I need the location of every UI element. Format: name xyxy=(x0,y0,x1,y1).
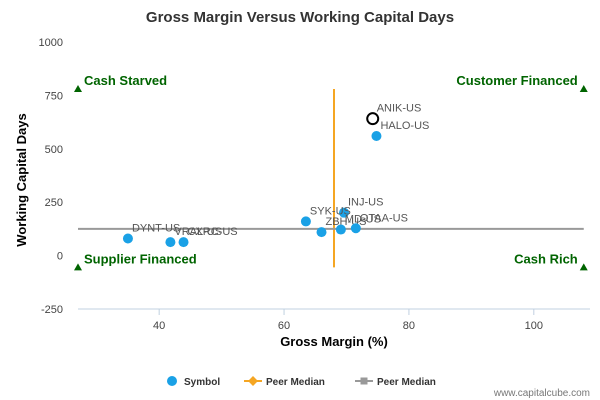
data-point-label: VRAL-US xyxy=(174,226,222,238)
legend-item-peer-median-x[interactable]: Peer Median xyxy=(244,376,325,388)
x-tick-label: 40 xyxy=(153,320,165,332)
data-point-label: HALO-US xyxy=(380,120,429,132)
data-point xyxy=(371,130,382,141)
quadrant-triangle-marker xyxy=(74,84,82,92)
x-tick-label: 60 xyxy=(278,320,290,332)
data-point-label: CXRC-US xyxy=(188,226,238,238)
data-point xyxy=(316,227,327,238)
x-axis-title: Gross Margin (%) xyxy=(280,334,388,349)
y-tick-label: 500 xyxy=(45,144,63,156)
quadrant-label: Supplier Financed xyxy=(84,251,197,266)
y-tick-label: 1000 xyxy=(39,37,63,49)
y-tick-label: 0 xyxy=(57,251,63,263)
legend-item-peer-median-y[interactable]: Peer Median xyxy=(355,377,436,388)
data-point xyxy=(300,216,311,227)
y-tick-label: 750 xyxy=(45,90,63,102)
legend-diamond-icon xyxy=(248,376,258,386)
data-point-label: SYK-US xyxy=(310,205,351,217)
quadrant-triangle-marker xyxy=(579,263,588,271)
x-axis-ticks: 40 60 80 100 xyxy=(153,309,543,332)
data-points: ANIK-USHALO-USINJ-USSYK-USZBH-USMD-USOTA… xyxy=(122,103,429,248)
data-point xyxy=(335,224,346,235)
legend-item-symbol[interactable]: Symbol xyxy=(167,376,220,388)
quadrant-label: Customer Financed xyxy=(456,73,577,88)
legend-label-peer-median-2: Peer Median xyxy=(377,377,436,388)
legend-label-symbol: Symbol xyxy=(184,377,220,388)
data-point-label: MD-US xyxy=(345,214,381,226)
quadrant-triangle-marker xyxy=(74,263,82,271)
data-point-label: OTAA-US xyxy=(360,212,408,224)
chart-title: Gross Margin Versus Working Capital Days xyxy=(146,9,454,26)
y-axis-ticks: -250 0 250 500 750 1000 xyxy=(39,37,63,316)
quadrant-label: Cash Starved xyxy=(84,73,167,88)
quadrant-labels: Cash Starved Customer Financed Supplier Fi… xyxy=(74,73,588,271)
legend-label-peer-median-1: Peer Median xyxy=(266,377,325,388)
data-point-highlighted xyxy=(366,112,380,126)
data-point xyxy=(165,237,176,248)
data-point-label: DYNT-US xyxy=(132,223,180,235)
x-tick-label: 80 xyxy=(403,320,415,332)
x-tick-label: 100 xyxy=(525,320,543,332)
y-axis-title: Working Capital Days xyxy=(14,113,29,246)
quadrant-triangle-marker xyxy=(579,84,588,92)
data-point-label: INJ-US xyxy=(348,197,383,209)
data-point xyxy=(350,223,361,234)
data-point xyxy=(178,237,189,248)
legend: Symbol Peer Median Peer Median xyxy=(167,376,436,388)
legend-square-icon xyxy=(360,377,368,385)
legend-circle-icon xyxy=(167,376,177,386)
y-tick-label: 250 xyxy=(45,197,63,209)
credit-text: www.capitalcube.com xyxy=(493,388,590,399)
data-point-label: ANIK-US xyxy=(377,103,422,115)
quadrant-label: Cash Rich xyxy=(514,251,578,266)
reference-lines xyxy=(78,88,584,268)
data-point xyxy=(122,233,133,244)
y-tick-label: -250 xyxy=(41,304,63,316)
data-point xyxy=(338,207,349,218)
